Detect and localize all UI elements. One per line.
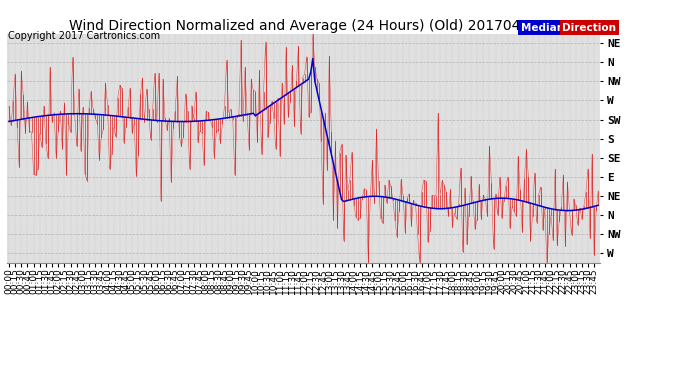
Text: Direction: Direction bbox=[562, 23, 616, 33]
Text: Median: Median bbox=[521, 23, 564, 33]
Title: Wind Direction Normalized and Average (24 Hours) (Old) 20170410: Wind Direction Normalized and Average (2… bbox=[69, 19, 538, 33]
Text: Copyright 2017 Cartronics.com: Copyright 2017 Cartronics.com bbox=[8, 32, 160, 41]
